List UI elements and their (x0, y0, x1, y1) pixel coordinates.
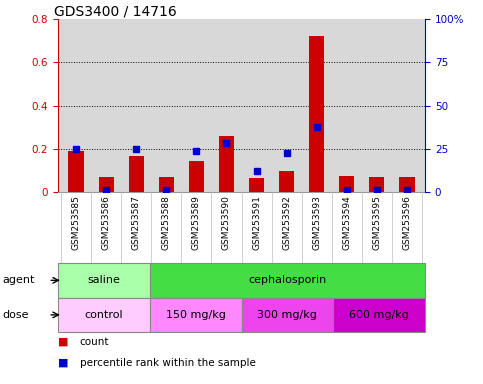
Bar (279, 172, 294, 192)
Text: saline: saline (87, 275, 120, 285)
Bar (369, 177, 384, 192)
Bar (69, 151, 84, 192)
Text: control: control (85, 310, 123, 320)
Bar (150, 263, 425, 298)
Text: GDS3400 / 14716: GDS3400 / 14716 (54, 4, 177, 18)
Bar (399, 177, 414, 192)
Bar (249, 178, 264, 192)
Bar (339, 176, 355, 192)
Text: percentile rank within the sample: percentile rank within the sample (80, 358, 256, 368)
Bar (309, 36, 324, 192)
Bar (58, 298, 150, 332)
Text: count: count (80, 337, 109, 347)
Text: 300 mg/kg: 300 mg/kg (257, 310, 317, 320)
Text: 150 mg/kg: 150 mg/kg (166, 310, 226, 320)
Bar (159, 177, 174, 192)
Bar (333, 298, 425, 332)
Text: ■: ■ (58, 358, 69, 368)
Bar (189, 161, 204, 192)
Bar (242, 298, 333, 332)
Text: 600 mg/kg: 600 mg/kg (349, 310, 409, 320)
Text: ■: ■ (58, 337, 69, 347)
Text: dose: dose (2, 310, 29, 320)
Bar (219, 136, 234, 192)
Text: agent: agent (2, 275, 35, 285)
Bar (99, 177, 114, 192)
Bar (150, 298, 242, 332)
Bar (58, 263, 150, 298)
Bar (128, 156, 144, 192)
Text: cephalosporin: cephalosporin (248, 275, 327, 285)
